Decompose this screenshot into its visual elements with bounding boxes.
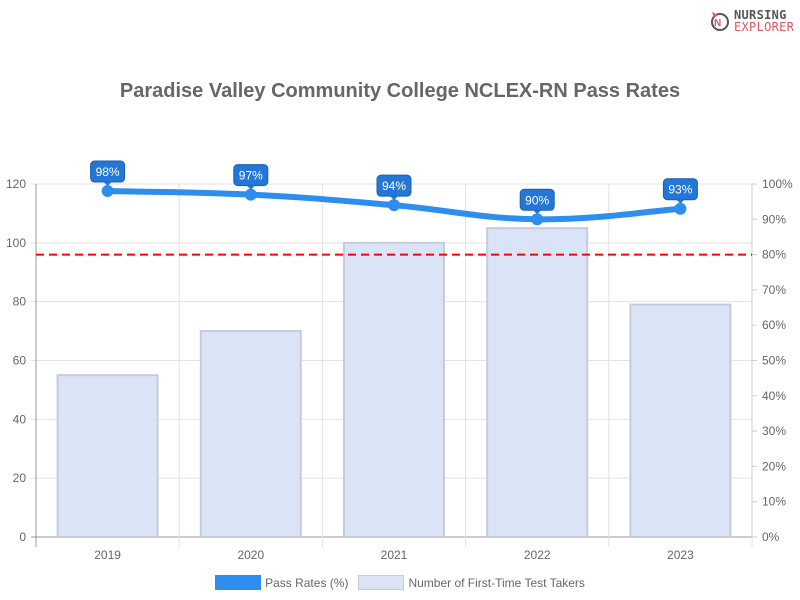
chart-title: Paradise Valley Community College NCLEX-… <box>119 80 681 102</box>
logo-text-1: NURSING <box>734 8 787 22</box>
left-tick-label: 80 <box>13 295 27 309</box>
x-tick-label: 2023 <box>667 548 694 562</box>
right-tick-label: 60% <box>762 318 786 332</box>
bar-2022 <box>486 227 589 538</box>
legend-label: Number of First-Time Test Takers <box>408 575 585 590</box>
x-tick-label: 2021 <box>381 548 408 562</box>
nursing-explorer-logo: N NURSING EXPLORER <box>710 8 794 34</box>
x-tick-label: 2019 <box>94 548 121 562</box>
x-tick-label: 2022 <box>524 548 551 562</box>
logo-text-2: EXPLORER <box>734 20 795 34</box>
right-tick-label: 90% <box>762 212 786 226</box>
legend-label: Pass Rates (%) <box>265 575 349 590</box>
data-label-pointer <box>676 199 685 204</box>
legend-swatch <box>215 575 262 590</box>
left-tick-label: 20 <box>13 471 27 485</box>
left-tick-label: 0 <box>19 530 26 544</box>
bar-2019 <box>56 374 159 539</box>
bar-2021 <box>343 241 445 538</box>
left-tick-label: 60 <box>13 354 27 368</box>
bar-2023 <box>629 303 732 538</box>
bar-2020 <box>199 330 302 539</box>
right-tick-label: 0% <box>762 530 780 544</box>
data-label: 94% <box>382 179 406 193</box>
right-tick-label: 100% <box>762 177 793 191</box>
data-label: 90% <box>525 193 549 207</box>
legend: Pass Rates (%) Number of First-Time Test… <box>0 575 800 590</box>
pass-rate-point <box>101 185 114 198</box>
left-tick-label: 100 <box>6 236 26 250</box>
right-tick-label: 50% <box>762 354 786 368</box>
pass-rate-point <box>244 188 257 201</box>
legend-item-test-takers[interactable]: Number of First-Time Test Takers <box>358 575 585 590</box>
data-label-pointer <box>390 196 398 201</box>
pass-rate-point <box>531 213 544 226</box>
svg-text:N: N <box>714 18 721 29</box>
legend-item-pass-rates[interactable]: Pass Rates (%) <box>215 575 348 590</box>
legend-swatch <box>358 575 405 590</box>
left-tick-label: 40 <box>13 412 27 426</box>
data-label: 93% <box>668 183 692 197</box>
logo-icon: N <box>711 12 729 31</box>
data-label: 98% <box>96 165 120 179</box>
right-tick-label: 20% <box>762 459 786 473</box>
right-tick-label: 30% <box>762 424 786 438</box>
right-tick-label: 40% <box>762 389 786 403</box>
right-tick-label: 70% <box>762 283 786 297</box>
right-tick-label: 10% <box>762 495 786 509</box>
right-tick-label: 80% <box>762 248 786 262</box>
pass-rate-point <box>674 202 687 215</box>
data-label-pointer <box>103 182 112 187</box>
x-tick-label: 2020 <box>237 548 264 562</box>
data-label-pointer <box>246 185 255 190</box>
left-tick-label: 120 <box>6 177 26 191</box>
data-label: 97% <box>239 169 263 183</box>
pass-rate-point <box>388 199 400 212</box>
data-label-pointer <box>533 210 542 215</box>
